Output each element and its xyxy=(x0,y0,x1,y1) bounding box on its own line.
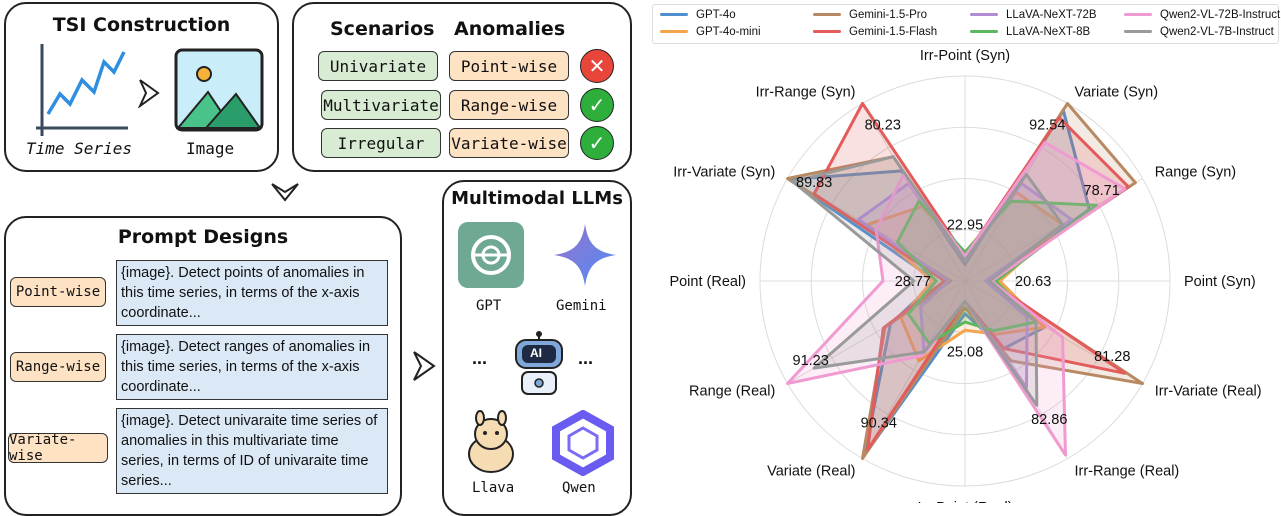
arrow-right-icon xyxy=(413,351,436,381)
series-gemini-1-5-pro xyxy=(786,102,1144,460)
llava-label: Llava xyxy=(472,480,515,496)
axis-label: Irr-Range (Real) xyxy=(1075,464,1180,480)
legend-label: GPT-4o xyxy=(696,9,736,21)
value-label: 78.71 xyxy=(1084,183,1120,199)
anomaly-point-wise: Point-wise xyxy=(449,51,569,81)
ellipsis-right: ... xyxy=(578,348,594,368)
legend-label: Gemini-1.5-Flash xyxy=(849,26,938,38)
legend-swatch xyxy=(1124,13,1152,17)
tsi-construction-panel: TSI Construction Time Series Image xyxy=(4,2,279,172)
qwen-logo-icon xyxy=(552,410,614,476)
prompt-text-variate-wise: {image}. Detect univaraite time series o… xyxy=(116,408,388,494)
legend-swatch xyxy=(660,30,688,34)
tsi-title: TSI Construction xyxy=(52,14,231,36)
arrow-right-icon xyxy=(137,79,160,108)
image-label: Image xyxy=(186,139,235,158)
prompt-title: Prompt Designs xyxy=(117,226,289,248)
legend-item: Gemini-1.5-Pro xyxy=(813,9,927,21)
gemini-label: Gemini xyxy=(556,298,607,314)
prompt-text-range-wise: {image}. Detect ranges of anomalies in t… xyxy=(116,334,388,400)
axis-label: Irr-Variate (Real) xyxy=(1155,384,1262,400)
anomaly-variate-wise: Variate-wise xyxy=(449,128,569,158)
scenario-multivariate: Multivariate xyxy=(321,90,441,120)
legend-item: LLaVA-NeXT-72B xyxy=(970,9,1097,21)
radar-chart: Irr-Point (Syn) Variate (Syn) Range (Syn) P… xyxy=(669,48,1262,503)
prompt-tag-point-wise: Point-wise xyxy=(10,277,106,307)
axis-label: Irr-Variate (Syn) xyxy=(673,165,775,181)
prompt-tag-range-wise: Range-wise xyxy=(10,352,106,382)
legend-item: GPT-4o-mini xyxy=(660,26,761,38)
scenarios-title: Scenarios xyxy=(330,18,435,40)
ai-robot-icon xyxy=(515,331,563,395)
legend-swatch xyxy=(660,13,688,17)
qwen-label: Qwen xyxy=(562,480,596,496)
legend-label: Qwen2-VL-72B-Instruct xyxy=(1160,9,1281,21)
chevron-down-icon xyxy=(271,183,299,202)
legend-swatch xyxy=(1124,30,1152,34)
legend-label: Qwen2-VL-7B-Instruct xyxy=(1160,26,1274,38)
chart-legend xyxy=(652,4,1279,44)
axis-label: Irr-Point (Syn) xyxy=(920,48,1010,64)
gpt-logo-icon xyxy=(458,222,524,288)
value-label: 20.63 xyxy=(1015,274,1051,290)
value-label: 89.83 xyxy=(796,175,832,191)
anomaly-range-wise: Range-wise xyxy=(449,90,569,120)
axis-label: Range (Real) xyxy=(689,384,775,400)
legend-item: Qwen2-VL-7B-Instruct xyxy=(1124,26,1274,38)
legend-label: Gemini-1.5-Pro xyxy=(849,9,927,21)
legend-swatch xyxy=(813,30,841,34)
legend-label: LLaVA-NeXT-72B xyxy=(1006,9,1097,21)
llava-logo-icon xyxy=(468,410,514,473)
ai-text: AI xyxy=(530,346,542,360)
anomalies-title: Anomalies xyxy=(454,18,566,40)
gpt-label: GPT xyxy=(476,298,502,314)
ellipsis-left: ... xyxy=(472,348,488,368)
legend-swatch xyxy=(970,13,998,17)
value-label: 82.86 xyxy=(1031,412,1067,428)
legend-swatch xyxy=(813,13,841,17)
time-series-icon xyxy=(36,44,128,136)
image-icon xyxy=(174,44,264,132)
legend-label: GPT-4o-mini xyxy=(696,26,761,38)
legend-item: Qwen2-VL-72B-Instruct xyxy=(1124,9,1280,21)
axis-label: Point (Syn) xyxy=(1184,274,1256,290)
axis-label: Range (Syn) xyxy=(1155,165,1236,181)
series-qwen2-vl-7b-instruct xyxy=(791,155,1065,407)
legend-item: LLaVA-NeXT-8B xyxy=(970,26,1090,38)
value-label: 92.54 xyxy=(1029,117,1065,133)
check-icon: ✓ xyxy=(580,126,614,160)
scenario-univariate: Univariate xyxy=(318,51,438,81)
multimodal-llms-panel: Multimodal LLMs GPT Gemini ... AI ... Ll… xyxy=(442,180,632,516)
cross-icon: ✕ xyxy=(580,49,614,83)
legend-item: Gemini-1.5-Flash xyxy=(813,26,937,38)
legend-label: LLaVA-NeXT-8B xyxy=(1006,26,1091,38)
prompt-text-point-wise: {image}. Detect points of anomalies in t… xyxy=(116,260,388,326)
mllm-title: Multimodal LLMs xyxy=(451,188,623,209)
prompt-tag-variate-wise: Variate-wise xyxy=(8,432,108,464)
scenarios-panel: Scenarios Anomalies Univariate Multivari… xyxy=(292,2,632,172)
axis-label: Irr-Range (Syn) xyxy=(756,84,856,100)
grid-spoke xyxy=(964,280,1068,459)
value-label: 91.23 xyxy=(793,353,829,369)
time-series-label: Time Series xyxy=(26,139,132,158)
axis-label: Irr-Point (Real) xyxy=(917,500,1012,503)
legend-swatch xyxy=(970,30,998,34)
value-label: 25.08 xyxy=(947,345,983,361)
legend-item: GPT-4o xyxy=(660,9,736,21)
axis-label: Variate (Real) xyxy=(767,464,855,480)
gemini-logo-icon xyxy=(554,224,616,286)
value-label: 28.77 xyxy=(895,274,931,290)
prompt-designs-panel: Prompt Designs Point-wise {image}. Detec… xyxy=(4,216,402,516)
value-label: 81.28 xyxy=(1094,349,1130,365)
value-label: 90.34 xyxy=(861,416,897,432)
check-icon: ✓ xyxy=(580,88,614,122)
axis-label: Point (Real) xyxy=(669,274,746,290)
value-label: 80.23 xyxy=(865,117,901,133)
axis-label: Variate (Syn) xyxy=(1075,84,1159,100)
scenario-irregular: Irregular xyxy=(321,128,441,158)
value-label: 22.95 xyxy=(947,218,983,234)
